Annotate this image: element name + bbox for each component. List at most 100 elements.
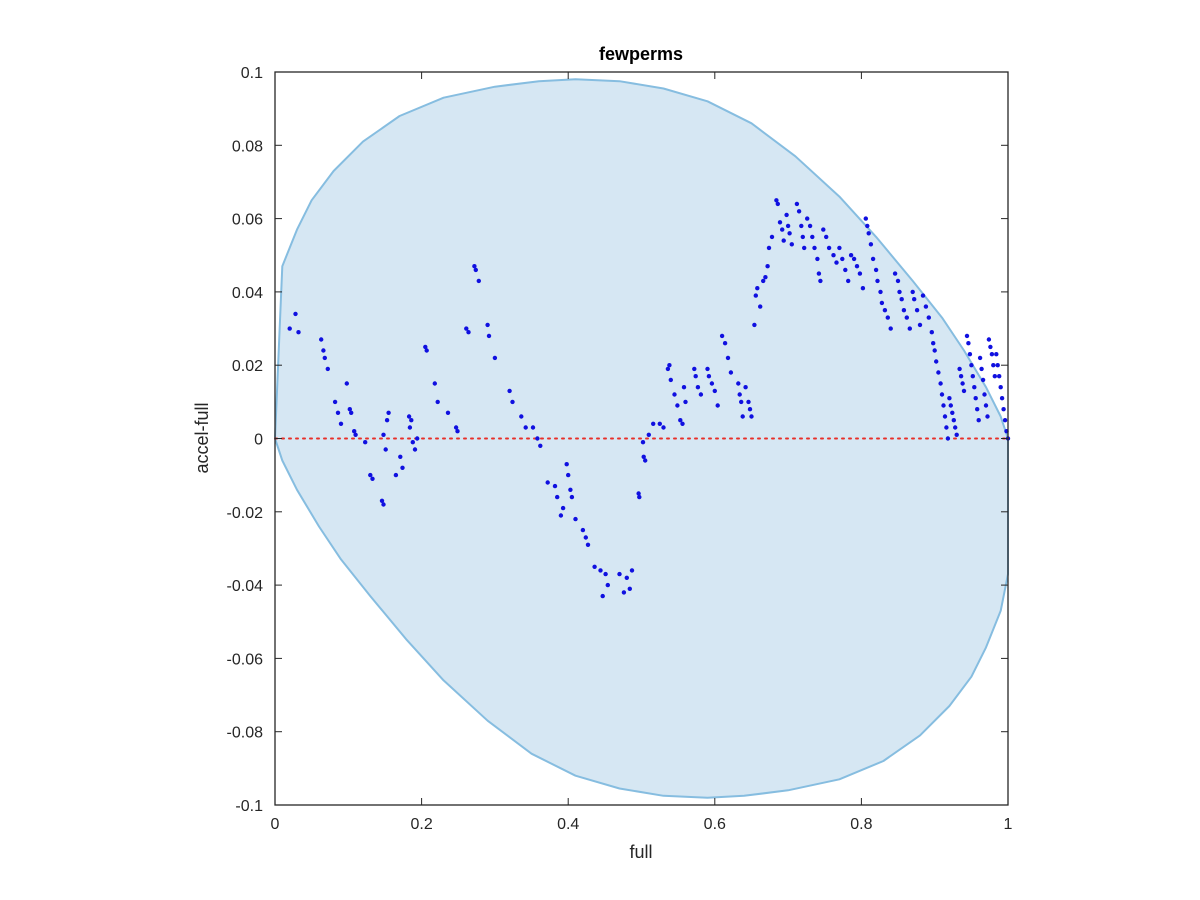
y-tick-label: -0.08 [227,725,264,742]
data-point [953,425,958,430]
data-point [991,363,996,368]
data-point [585,542,591,547]
data-point [749,414,754,419]
data-point [412,447,418,452]
data-point [805,216,810,221]
data-point [665,366,671,372]
data-point [321,348,326,353]
data-point [719,333,725,339]
data-point [564,462,569,467]
data-point [370,476,375,481]
data-point [912,297,917,302]
data-point [785,223,791,229]
data-point [383,447,388,452]
data-point [983,403,989,408]
data-point [706,374,712,379]
data-point [994,352,999,357]
data-point [523,425,528,430]
data-point [353,432,358,437]
data-point [363,440,368,445]
data-point [882,308,888,313]
y-tick-label: 0.04 [232,285,263,302]
series-1 [287,198,1011,599]
data-point [831,253,836,258]
data-point [951,418,956,423]
data-point [325,366,330,372]
data-point [794,201,800,207]
data-point [598,568,603,573]
data-point [807,223,813,229]
data-point [296,330,301,335]
data-point [787,231,792,236]
y-tick-label: 0.1 [241,65,263,82]
data-point [668,377,673,383]
data-point [879,300,885,306]
data-point [945,436,951,441]
data-point [747,407,753,412]
data-point [386,410,391,415]
data-point [637,494,642,500]
data-point [826,245,832,251]
data-point [739,399,744,405]
data-point [781,238,786,243]
y-tick-label: 0.02 [232,358,263,375]
data-point [445,410,451,415]
data-point [775,201,780,207]
data-point [621,590,627,595]
data-point [789,242,794,247]
data-point [932,348,937,353]
data-point [972,385,977,390]
data-point [384,418,390,423]
data-point [875,278,880,284]
data-point [982,392,987,397]
data-point [977,355,983,361]
data-point [824,234,829,240]
data-point [287,326,292,331]
data-point [476,278,481,284]
data-point [774,198,779,203]
data-point [695,385,701,390]
data-point [322,355,327,361]
data-point [966,341,971,346]
data-point [530,425,536,430]
y-tick-label: 0 [254,432,263,449]
data-point [846,278,851,284]
data-point [992,374,997,379]
data-point [818,278,823,284]
data-point [400,465,405,470]
data-point [948,403,953,408]
data-point [432,381,437,386]
data-point [338,421,344,426]
data-point [393,472,399,478]
data-point [743,385,748,390]
data-point [923,304,929,309]
chart-title: fewperms [599,44,683,64]
data-point [907,326,912,331]
data-point [592,564,597,569]
data-point [472,264,477,269]
data-point [899,297,904,302]
data-point [873,267,879,273]
data-point [657,421,662,426]
data-point [641,454,646,459]
y-tick-label: -0.04 [227,578,264,595]
data-point [950,410,955,415]
data-point [737,392,742,397]
data-point [415,436,420,441]
data-point [929,330,934,335]
data-point [722,341,728,346]
data-point [941,403,946,408]
data-point [857,271,863,276]
data-point [976,418,981,423]
data-point [573,516,578,522]
data-point [917,322,923,328]
data-point [558,513,564,518]
data-point [777,220,783,225]
data-point [939,392,945,397]
data-point [843,267,848,273]
data-point [766,245,772,251]
data-point [765,264,770,269]
data-point [566,472,571,478]
data-point [698,392,704,397]
data-point [995,363,1000,368]
